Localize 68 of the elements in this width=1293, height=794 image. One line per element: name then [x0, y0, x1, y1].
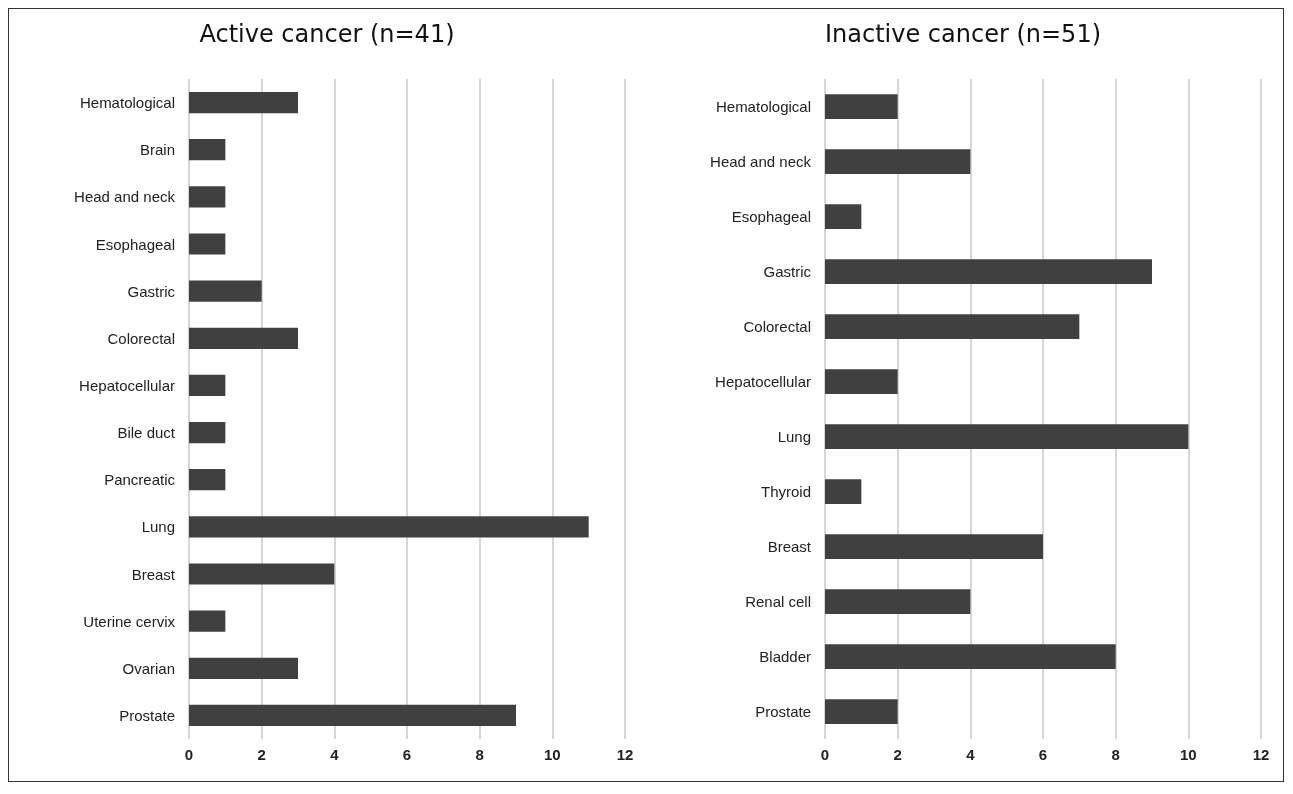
y-tick-label: Head and neck: [710, 153, 812, 170]
bar: [189, 139, 226, 161]
bar: [189, 186, 226, 208]
y-tick-label: Hepatocellular: [715, 373, 811, 390]
x-tick-label: 12: [1252, 746, 1270, 763]
y-tick-label: Lung: [777, 428, 811, 445]
x-tick-label: 6: [402, 746, 412, 763]
chart-title: Active cancer (n=41): [199, 20, 455, 48]
bar: [825, 644, 1116, 669]
bar: [825, 424, 1189, 449]
x-tick-label: 10: [1179, 746, 1197, 763]
y-tick-label: Bladder: [759, 648, 811, 665]
bar: [825, 314, 1080, 339]
y-tick-label: Bile duct: [117, 424, 176, 442]
bar: [189, 374, 226, 397]
y-tick-label: Brain: [139, 141, 175, 159]
bar: [189, 704, 516, 727]
y-tick-label: Breast: [767, 538, 812, 555]
y-tick-label: Colorectal: [743, 318, 811, 335]
bar: [189, 610, 226, 632]
bar: [189, 657, 298, 679]
x-tick-label: 8: [475, 746, 484, 763]
bar: [825, 589, 971, 614]
y-tick-label: Thyroid: [760, 483, 811, 500]
x-tick-label: 8: [1111, 746, 1120, 763]
y-tick-label: Hepatocellular: [79, 376, 175, 394]
bar: [189, 516, 589, 538]
x-tick-label: 10: [543, 746, 561, 763]
bar: [189, 91, 298, 114]
y-tick-label: Prostate: [119, 706, 175, 724]
bar: [825, 479, 862, 504]
x-tick-label: 2: [257, 746, 266, 763]
y-tick-label: Uterine cervix: [83, 612, 176, 630]
x-tick-label: 0: [184, 746, 194, 763]
y-tick-label: Ovarian: [122, 659, 175, 677]
bar: [825, 259, 1152, 284]
bar: [189, 280, 262, 302]
x-tick-label: 2: [893, 746, 902, 763]
y-tick-label: Head and neck: [74, 188, 176, 206]
bar: [189, 563, 335, 585]
bar: [825, 204, 862, 229]
x-tick-label: 12: [616, 746, 634, 763]
y-tick-label: Gastric: [763, 263, 812, 280]
x-tick-label: 4: [966, 746, 976, 763]
y-tick-label: Gastric: [127, 282, 176, 300]
bar: [189, 421, 226, 444]
y-tick-label: Breast: [131, 565, 176, 583]
y-tick-label: Prostate: [755, 703, 811, 720]
y-tick-label: Esophageal: [95, 235, 175, 253]
y-tick-label: Hematological: [79, 94, 175, 112]
bar: [825, 149, 971, 174]
chart-title: Inactive cancer (n=51): [824, 20, 1102, 48]
y-tick-label: Pancreatic: [104, 471, 176, 489]
bar: [825, 94, 898, 119]
bar: [825, 369, 898, 394]
x-tick-label: 4: [330, 746, 340, 763]
y-tick-label: Lung: [141, 518, 175, 536]
bar: [825, 534, 1043, 559]
y-tick-label: Renal cell: [745, 593, 811, 610]
bar: [189, 469, 226, 491]
bar: [189, 233, 226, 255]
y-tick-label: Hematological: [715, 98, 811, 115]
x-tick-label: 0: [820, 746, 830, 763]
y-tick-label: Colorectal: [107, 329, 175, 347]
bar: [825, 699, 898, 724]
y-tick-label: Esophageal: [731, 208, 811, 225]
x-tick-label: 6: [1038, 746, 1048, 763]
bar: [189, 327, 298, 349]
